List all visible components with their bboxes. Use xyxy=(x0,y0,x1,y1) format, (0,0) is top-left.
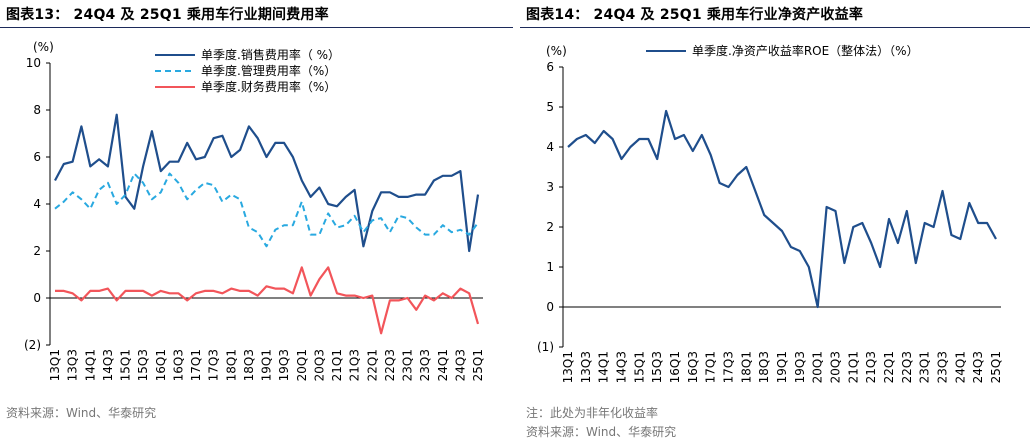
x-tick-label: 14Q1 xyxy=(83,349,97,381)
y-tick-label: 6 xyxy=(33,150,41,164)
x-tick-label: 22Q3 xyxy=(900,351,914,383)
right-chart-panel: 图表14： 24Q4 及 25Q1 乘用车行业净资产收益率 (%) (1) 0 1 2 3… xyxy=(520,0,1030,443)
x-tick-label: 20Q3 xyxy=(312,349,326,381)
y-tick-label: 3 xyxy=(546,180,554,194)
x-tick-label: 22Q1 xyxy=(365,349,379,381)
x-tick-label: 19Q3 xyxy=(793,351,807,383)
legend-label: 单季度.管理费用率（%） xyxy=(201,63,336,78)
x-tick-label: 16Q3 xyxy=(686,351,700,383)
source-note: 资料来源：Wind、华泰研究 xyxy=(526,425,677,439)
y-tick-label: 4 xyxy=(33,197,41,211)
x-tick-label: 23Q3 xyxy=(936,351,950,383)
roe-chart: (%) (1) 0 1 2 3 4 5 6 13Q1 13Q3 14Q1 14Q3 15Q1 15Q3 16Q… xyxy=(537,43,1003,383)
y-tick-label: 6 xyxy=(546,60,554,74)
x-tick-label: 21Q3 xyxy=(348,349,362,381)
x-tick-label: 21Q3 xyxy=(864,351,878,383)
y-unit-label: (%) xyxy=(33,40,54,54)
y-tick-label: (2) xyxy=(24,338,41,352)
x-tick-label: 21Q1 xyxy=(330,349,344,381)
x-tick-label: 23Q1 xyxy=(401,349,415,381)
title-rule xyxy=(520,27,1030,28)
x-tick-label: 14Q3 xyxy=(615,351,629,383)
chart-title: 图表14： 24Q4 及 25Q1 乘用车行业净资产收益率 xyxy=(526,7,864,23)
series-line xyxy=(54,172,479,248)
x-tick-label: 16Q3 xyxy=(171,349,185,381)
x-tick-label: 18Q3 xyxy=(757,351,771,383)
x-tick-label: 16Q1 xyxy=(668,351,682,383)
y-tick-label: 2 xyxy=(33,244,41,258)
chart-title: 图表13： 24Q4 及 25Q1 乘用车行业期间费用率 xyxy=(6,7,329,23)
y-tick-label: 10 xyxy=(26,56,41,70)
y-unit-label: (%) xyxy=(546,44,567,58)
x-tick-label: 20Q3 xyxy=(829,351,843,383)
source-note: 资料来源：Wind、华泰研究 xyxy=(6,406,157,420)
x-tick-label: 17Q3 xyxy=(207,349,221,381)
x-tick-label: 18Q1 xyxy=(224,349,238,381)
x-tick-label: 20Q1 xyxy=(295,349,309,381)
legend-label: 单季度.销售费用率（ %） xyxy=(201,47,340,62)
x-tick-label: 19Q1 xyxy=(775,351,789,383)
y-tick-label: 2 xyxy=(546,220,554,234)
x-tick-label: 24Q1 xyxy=(436,349,450,381)
x-tick-label: 23Q1 xyxy=(918,351,932,383)
x-tick-label: 15Q3 xyxy=(136,349,150,381)
x-tick-label: 20Q1 xyxy=(811,351,825,383)
x-tick-label: 21Q1 xyxy=(846,351,860,383)
y-tick-label: 8 xyxy=(33,103,41,117)
y-tick-label: 4 xyxy=(546,140,554,154)
x-tick-label: 13Q1 xyxy=(48,349,62,381)
x-tick-label: 24Q3 xyxy=(453,349,467,381)
series-line xyxy=(55,266,480,335)
x-tick-label: 17Q1 xyxy=(189,349,203,381)
x-tick-label: 18Q3 xyxy=(242,349,256,381)
x-tick-label: 15Q1 xyxy=(119,349,133,381)
x-tick-label: 13Q3 xyxy=(66,349,80,381)
title-rule xyxy=(0,27,513,28)
y-tick-label: (1) xyxy=(537,340,554,354)
x-tick-label: 13Q3 xyxy=(579,351,593,383)
x-tick-label: 15Q3 xyxy=(650,351,664,383)
x-tick-label: 24Q1 xyxy=(953,351,967,383)
series-line xyxy=(567,109,997,309)
x-tick-label: 19Q3 xyxy=(277,349,291,381)
x-tick-label: 22Q3 xyxy=(383,349,397,381)
y-tick-label: 0 xyxy=(546,300,554,314)
footnote: 注：此处为非年化收益率 xyxy=(526,406,659,420)
y-tick-label: 0 xyxy=(33,291,41,305)
legend-label: 单季度.财务费用率（%） xyxy=(201,79,336,94)
x-tick-label: 24Q3 xyxy=(971,351,985,383)
x-tick-label: 25Q1 xyxy=(989,351,1003,383)
y-tick-label: 1 xyxy=(546,260,554,274)
x-tick-label: 25Q1 xyxy=(471,349,485,381)
x-tick-label: 19Q1 xyxy=(260,349,274,381)
x-tick-label: 15Q1 xyxy=(632,351,646,383)
x-tick-label: 13Q1 xyxy=(561,351,575,383)
x-tick-label: 17Q1 xyxy=(704,351,718,383)
y-tick-label: 5 xyxy=(546,100,554,114)
series-line xyxy=(54,113,480,253)
x-tick-label: 17Q3 xyxy=(722,351,736,383)
expense-ratio-chart: (%) (2) 0 2 4 6 8 10 13Q1 13Q3 14Q1 14Q3 15Q1 15Q3 16Q… xyxy=(24,40,485,381)
x-tick-label: 14Q3 xyxy=(101,349,115,381)
x-tick-label: 23Q3 xyxy=(418,349,432,381)
x-tick-label: 14Q1 xyxy=(597,351,611,383)
legend-label: 单季度.净资产收益率ROE（整体法）（%） xyxy=(692,43,919,58)
x-tick-label: 18Q1 xyxy=(739,351,753,383)
x-tick-label: 16Q1 xyxy=(154,349,168,381)
left-chart-panel: 图表13： 24Q4 及 25Q1 乘用车行业期间费用率 (%) (2) 0 2 4 6 8… xyxy=(0,0,513,443)
x-tick-label: 22Q1 xyxy=(882,351,896,383)
